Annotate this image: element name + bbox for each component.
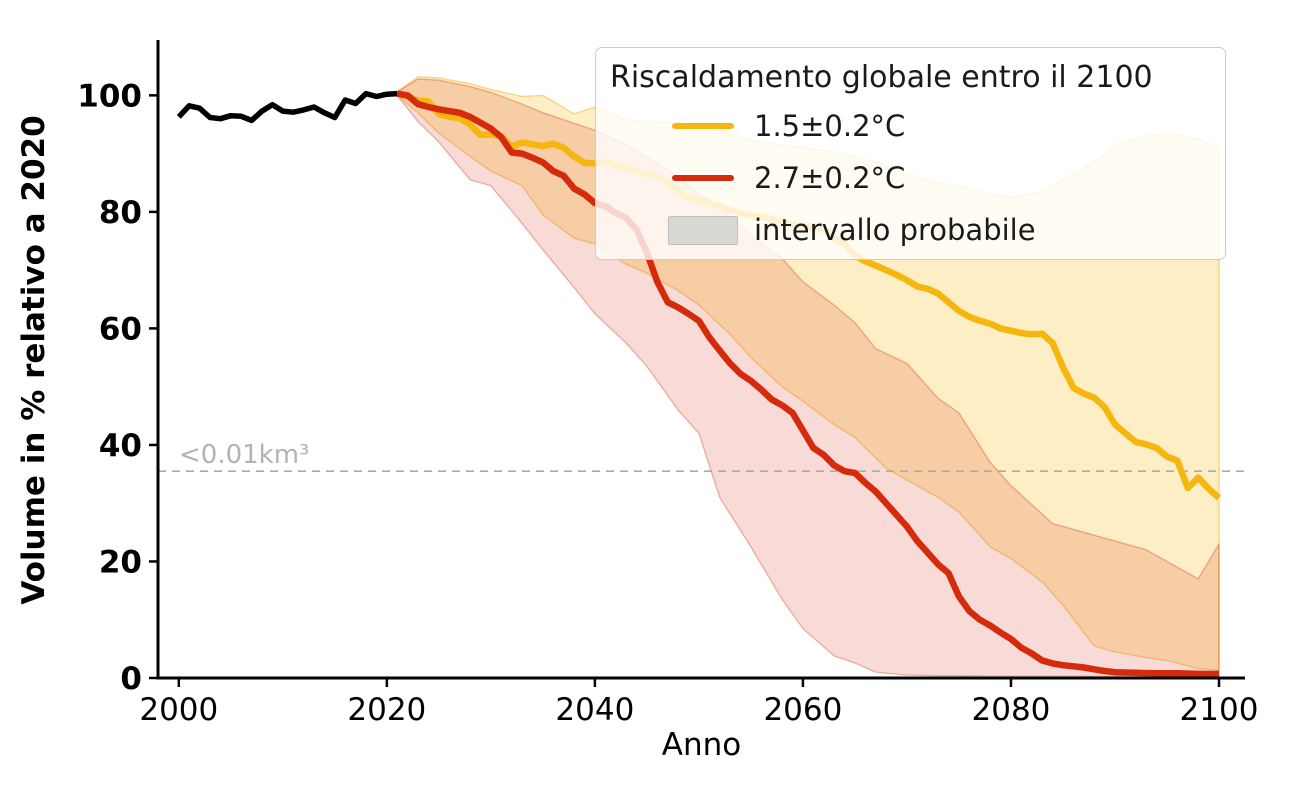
x-tick-label: 2060 bbox=[763, 692, 842, 728]
series-line-storico--osservato- bbox=[176, 90, 398, 124]
legend-item-2-7C: 2.7±0.2°C bbox=[610, 152, 1211, 204]
x-tick-label: 2000 bbox=[139, 692, 218, 728]
series-line-2.7-0.2-C bbox=[396, 90, 1219, 678]
x-tick-label: 2020 bbox=[347, 692, 426, 728]
threshold-label: <0.01km³ bbox=[179, 440, 309, 470]
y-tick-label: 40 bbox=[99, 428, 142, 464]
x-tick-label: 2080 bbox=[972, 692, 1051, 728]
y-tick-label: 0 bbox=[120, 661, 142, 697]
legend-item-label: 2.7±0.2°C bbox=[754, 161, 906, 195]
x-tick-label: 2100 bbox=[1180, 692, 1259, 728]
legend-item-1-5C: 1.5±0.2°C bbox=[610, 100, 1211, 152]
legend: Riscaldamento globale entro il 2100 1.5±… bbox=[595, 47, 1226, 260]
legend-title: Riscaldamento globale entro il 2100 bbox=[610, 60, 1153, 95]
y-tick-label: 80 bbox=[99, 195, 142, 231]
legend-item-label: 1.5±0.2°C bbox=[754, 109, 906, 143]
y-tick-label: 60 bbox=[99, 311, 142, 347]
legend-item-label: intervallo probabile bbox=[754, 213, 1036, 247]
legend-patch-swatch-icon bbox=[668, 215, 738, 245]
y-tick-label: 20 bbox=[99, 544, 142, 580]
legend-line-swatch-yellow-icon bbox=[672, 123, 734, 129]
y-axis-title: Volume in % relativo a 2020 bbox=[16, 115, 52, 605]
x-axis-title: Anno bbox=[661, 727, 742, 763]
legend-line-swatch-red-icon bbox=[672, 175, 734, 181]
y-tick-label: 100 bbox=[77, 78, 142, 114]
x-tick-label: 2040 bbox=[555, 692, 634, 728]
legend-item-likely-range: intervallo probabile bbox=[610, 204, 1211, 256]
